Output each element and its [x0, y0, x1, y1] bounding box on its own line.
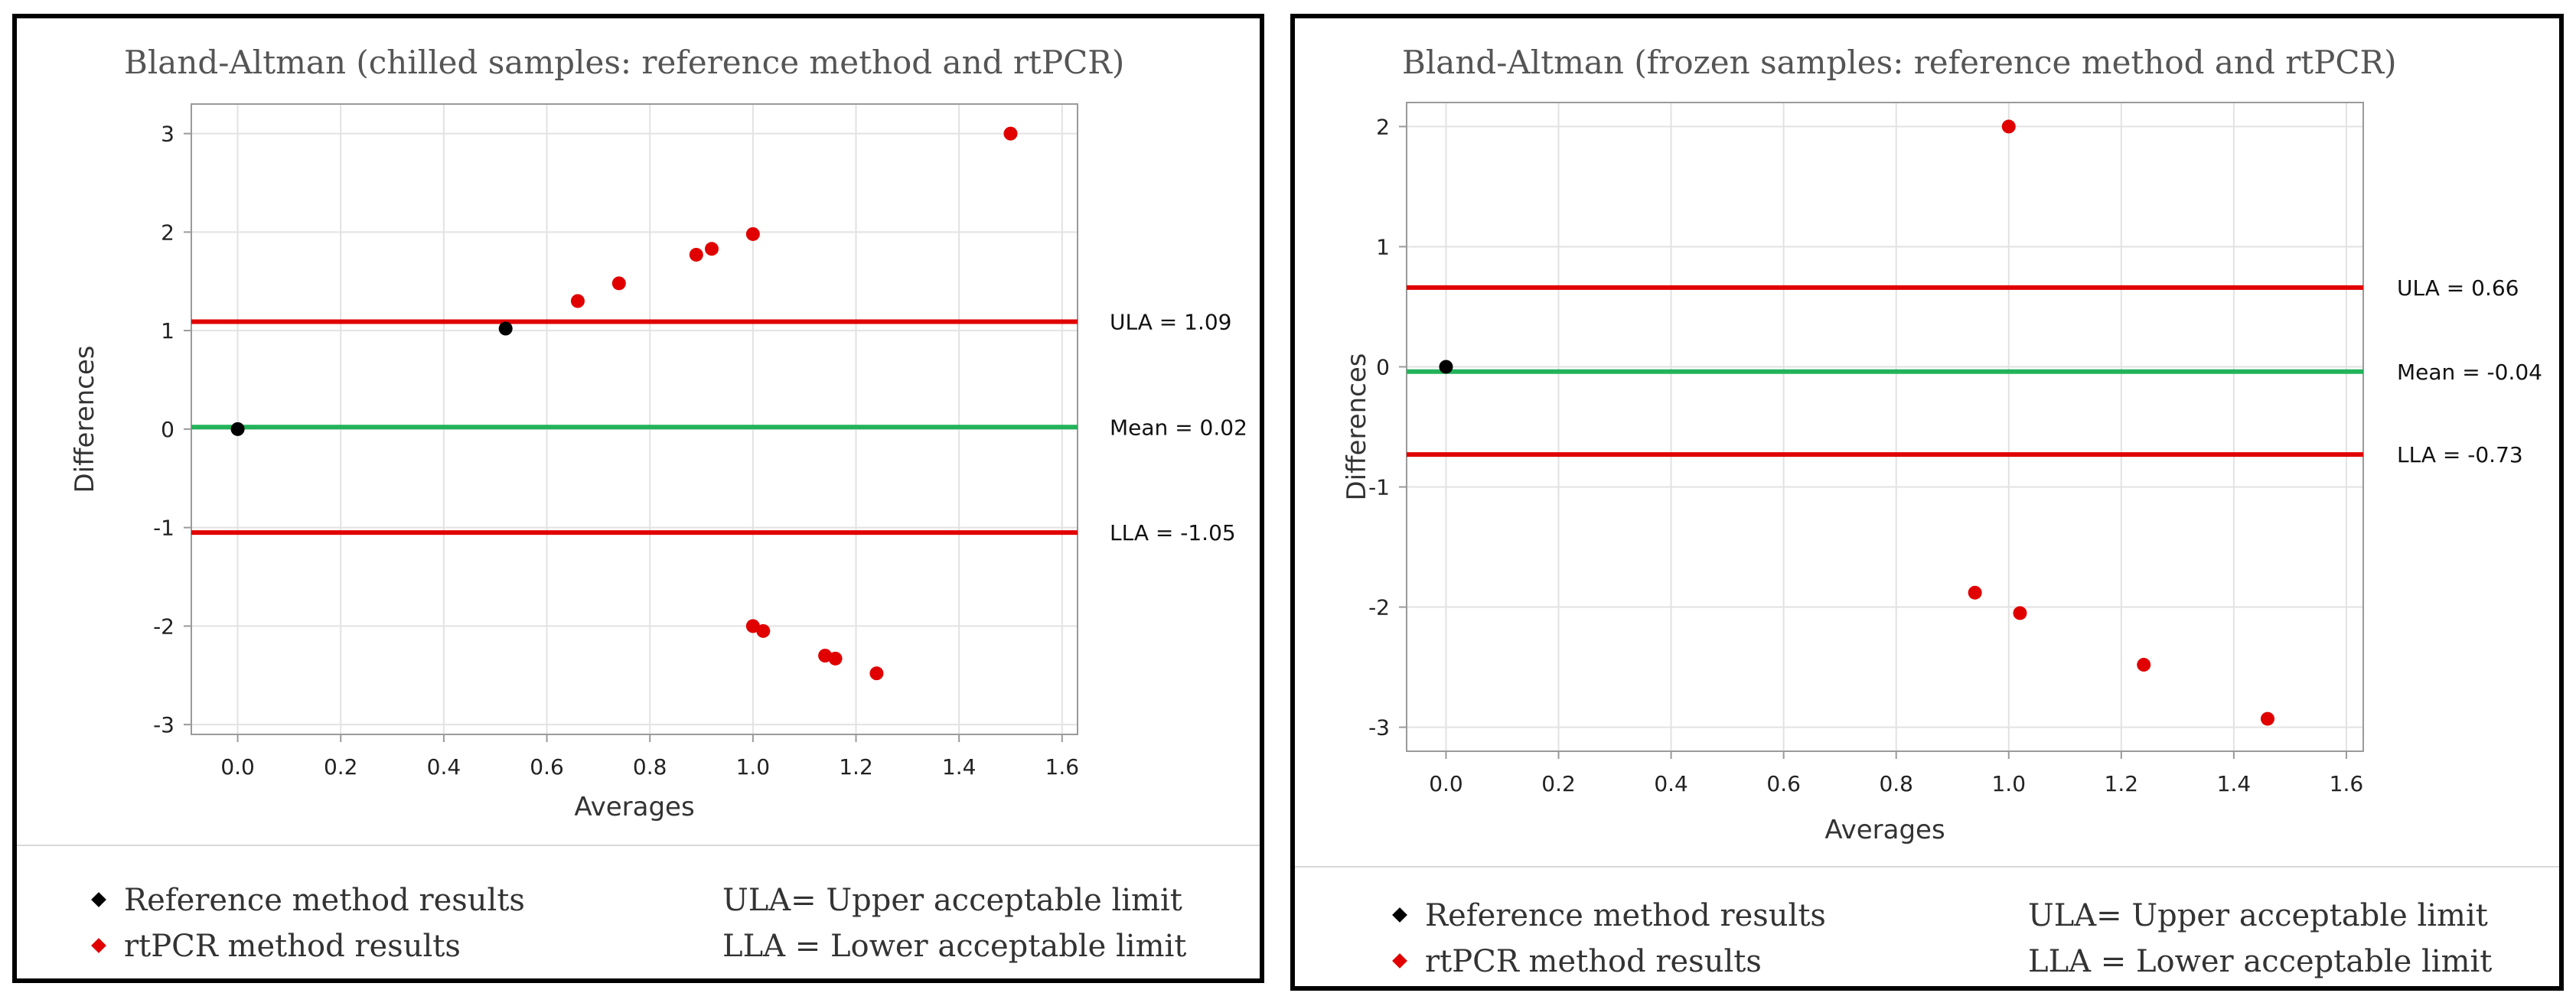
- plot-frame: [1406, 102, 2364, 752]
- x-tick-label: 1.2: [839, 754, 873, 780]
- diamond-black-icon: [1392, 907, 1407, 923]
- y-tick-label: -1: [153, 516, 174, 541]
- legend-item-rtpcr: rtPCR method results: [1392, 944, 1762, 979]
- x-tick-label: 0.2: [324, 754, 358, 780]
- legend-item-rtpcr: rtPCR method results: [91, 929, 461, 964]
- legend-label-rtpcr: rtPCR method results: [1425, 944, 1762, 979]
- lla-line-label: LLA = -0.73: [2397, 442, 2523, 467]
- rtpcr-point: [611, 276, 626, 291]
- ula-line-label: ULA = 1.09: [1110, 310, 1232, 335]
- x-axis-label: Averages: [574, 792, 694, 822]
- rtpcr-point: [745, 619, 760, 633]
- legend-item-ula: ULA= Upper acceptable limit: [722, 883, 1182, 918]
- y-tick-label: -2: [1368, 595, 1390, 620]
- rtpcr-point: [745, 226, 760, 241]
- rtpcr-point: [2137, 657, 2151, 672]
- legend-label-rtpcr: rtPCR method results: [124, 929, 461, 964]
- y-tick-label: 0: [1376, 354, 1390, 379]
- reference-point: [1439, 360, 1453, 374]
- chart-title: Bland-Altman (chilled samples: reference…: [124, 44, 1124, 81]
- x-tick-label: 0.4: [427, 754, 461, 780]
- y-tick-label: 2: [1376, 114, 1390, 139]
- diamond-red-icon: [91, 938, 106, 953]
- legend-label-reference: Reference method results: [1425, 898, 1826, 933]
- diamond-black-icon: [91, 892, 106, 907]
- legend-item-reference: Reference method results: [91, 883, 525, 918]
- y-tick-label: 2: [161, 220, 174, 245]
- x-tick-label: 0.6: [1766, 771, 1801, 796]
- y-tick-label: -1: [1368, 475, 1390, 500]
- x-tick-label: 0.6: [530, 754, 564, 780]
- rtpcr-point: [1003, 126, 1018, 141]
- legend-divider: [1295, 866, 2559, 868]
- rtpcr-point: [2013, 606, 2027, 620]
- ula-line-label: ULA = 0.66: [2397, 275, 2519, 301]
- y-tick-label: -3: [153, 712, 174, 737]
- rtpcr-point: [828, 651, 843, 666]
- x-tick-label: 0.0: [220, 754, 255, 780]
- rtpcr-point: [704, 242, 719, 256]
- x-tick-label: 1.6: [1045, 754, 1080, 780]
- rtpcr-point: [689, 247, 703, 262]
- legend-label-reference: Reference method results: [124, 883, 525, 918]
- y-tick-label: 3: [161, 122, 174, 147]
- rtpcr-point: [2261, 711, 2274, 726]
- y-axis-label: Differences: [70, 346, 100, 493]
- plot-frame: [191, 103, 1078, 735]
- mean-line-label: Mean = 0.02: [1110, 415, 1247, 440]
- y-tick-label: -3: [1368, 715, 1390, 741]
- legend-item-reference: Reference method results: [1392, 898, 1826, 933]
- bland-altman-frozen-chart: Bland-Altman (frozen samples: reference …: [1342, 44, 2542, 845]
- chart-panel-frozen: Bland-Altman (frozen samples: reference …: [1290, 14, 2564, 991]
- lla-line-label: LLA = -1.05: [1110, 520, 1236, 545]
- y-axis-label: Differences: [1342, 353, 1372, 501]
- legend-item-lla: LLA = Lower acceptable limit: [722, 929, 1186, 964]
- x-tick-label: 0.4: [1654, 771, 1688, 796]
- rtpcr-point: [570, 294, 585, 308]
- legend-item-ula: ULA= Upper acceptable limit: [2028, 898, 2488, 933]
- legend-label-ula: ULA= Upper acceptable limit: [2028, 898, 2488, 933]
- rtpcr-point: [1968, 585, 1982, 600]
- legend-label-ula: ULA= Upper acceptable limit: [722, 883, 1182, 918]
- reference-point: [230, 422, 245, 436]
- y-tick-label: 1: [161, 318, 174, 343]
- x-tick-label: 0.8: [633, 754, 667, 780]
- legend-label-lla: LLA = Lower acceptable limit: [722, 929, 1187, 964]
- x-tick-label: 0.2: [1541, 771, 1576, 796]
- x-axis-label: Averages: [1824, 815, 1945, 845]
- bland-altman-chilled-chart: Bland-Altman (chilled samples: reference…: [70, 44, 1247, 822]
- x-tick-label: 1.0: [736, 754, 771, 780]
- y-tick-label: 1: [1376, 234, 1390, 259]
- x-tick-label: 1.0: [1991, 771, 2026, 796]
- diamond-red-icon: [1392, 953, 1407, 969]
- y-tick-label: -2: [153, 614, 174, 639]
- mean-line-label: Mean = -0.04: [2397, 360, 2542, 385]
- x-tick-label: 1.6: [2330, 771, 2364, 796]
- chart-panel-chilled: Bland-Altman (chilled samples: reference…: [12, 14, 1264, 983]
- legend-divider: [17, 845, 1260, 846]
- legend-label-lla: LLA = Lower acceptable limit: [2028, 944, 2493, 979]
- reference-point: [498, 321, 513, 336]
- x-tick-label: 1.4: [942, 754, 977, 780]
- rtpcr-point: [869, 666, 884, 681]
- y-tick-label: 0: [161, 417, 174, 442]
- x-tick-label: 1.2: [2105, 771, 2139, 796]
- x-tick-label: 0.8: [1879, 771, 1913, 796]
- chart-title: Bland-Altman (frozen samples: reference …: [1402, 44, 2397, 81]
- x-tick-label: 1.4: [2217, 771, 2252, 796]
- rtpcr-point: [2001, 119, 2016, 134]
- rtpcr-point: [756, 623, 771, 638]
- x-tick-label: 0.0: [1429, 771, 1463, 796]
- legend-item-lla: LLA = Lower acceptable limit: [2028, 944, 2492, 979]
